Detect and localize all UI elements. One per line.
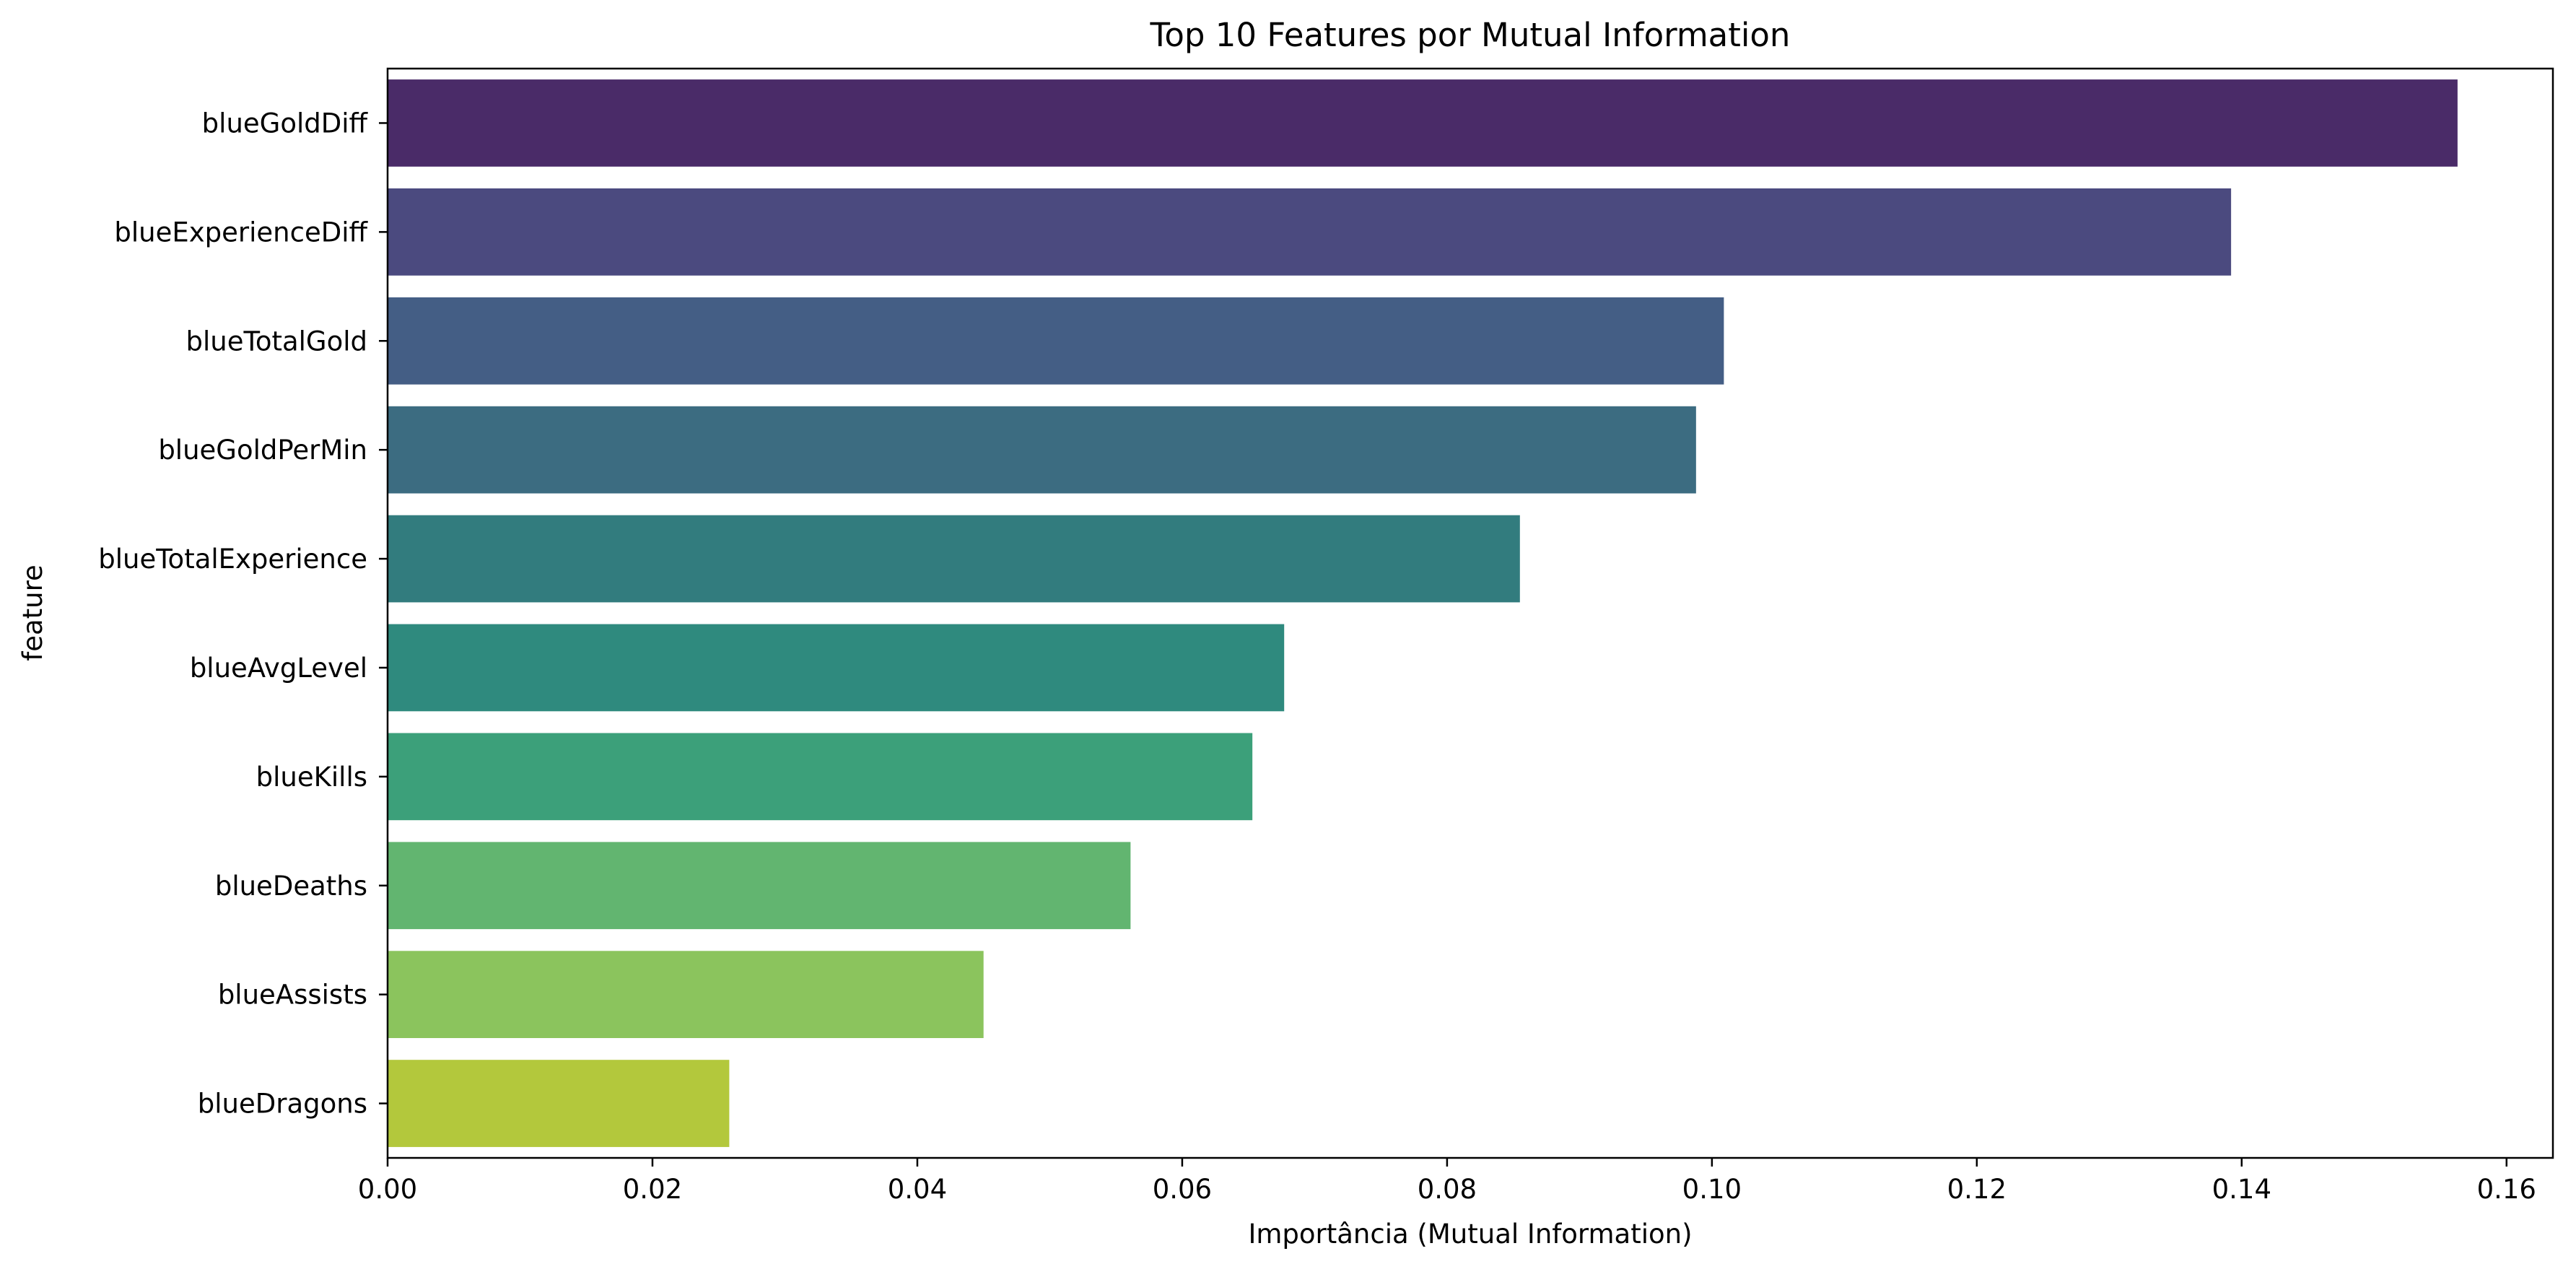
bar-blueGoldDiff — [388, 79, 2458, 167]
bar-blueExperienceDiff — [388, 188, 2232, 276]
plot-frame — [386, 67, 2554, 1159]
bar-blueTotalGold — [388, 297, 1724, 385]
bar-blueDragons — [388, 1060, 730, 1147]
x-tick-label: 0.16 — [2477, 1174, 2536, 1205]
y-tick-label: blueTotalExperience — [98, 544, 367, 575]
y-tick-label: blueDeaths — [215, 871, 367, 902]
x-tick-label: 0.02 — [623, 1174, 682, 1205]
x-tick-label: 0.00 — [358, 1174, 417, 1205]
x-axis-label: Importância (Mutual Information) — [1248, 1219, 1692, 1250]
bar-blueGoldPerMin — [388, 406, 1696, 494]
y-tick-label: blueGoldPerMin — [158, 435, 367, 466]
x-tick-label: 0.14 — [2212, 1174, 2271, 1205]
y-tick-label: blueAssists — [218, 980, 367, 1011]
x-tick-label: 0.08 — [1418, 1174, 1477, 1205]
x-ticks-group: 0.00 0.02 0.04 0.06 0.08 0.10 0.12 0.14 0.16 — [358, 1158, 2536, 1205]
x-tick-label: 0.06 — [1153, 1174, 1212, 1205]
chart-title: Top 10 Features por Mutual Information — [1150, 16, 1791, 54]
y-tick-label: blueGoldDiff — [202, 108, 369, 139]
bar-blueAvgLevel — [388, 624, 1285, 712]
bars-group — [388, 79, 2458, 1147]
bar-blueTotalExperience — [388, 515, 1520, 603]
y-ticks-group: blueGoldDiff blueExperienceDiff blueTotalG… — [98, 108, 388, 1120]
y-tick-label: blueTotalGold — [186, 326, 367, 357]
y-tick-label: blueKills — [256, 762, 367, 793]
y-tick-label: blueDragons — [198, 1089, 367, 1120]
x-tick-label: 0.04 — [888, 1174, 947, 1205]
y-axis-label: feature — [17, 565, 48, 661]
bar-blueAssists — [388, 951, 984, 1039]
y-tick-label: blueExperienceDiff — [114, 217, 368, 248]
x-tick-label: 0.12 — [1947, 1174, 2007, 1205]
bar-blueDeaths — [388, 842, 1131, 930]
x-tick-label: 0.10 — [1682, 1174, 1742, 1205]
bar-blueKills — [388, 733, 1253, 821]
y-tick-label: blueAvgLevel — [190, 653, 367, 684]
